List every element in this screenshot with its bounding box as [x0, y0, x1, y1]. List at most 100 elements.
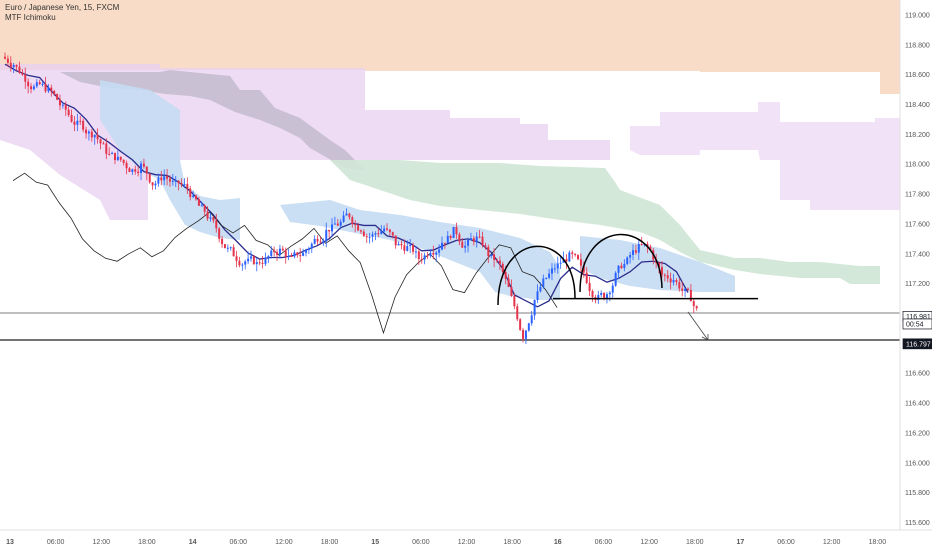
candle-body: [487, 246, 490, 257]
candle-body: [623, 263, 626, 269]
candle-body: [513, 296, 516, 307]
candle-body: [478, 236, 481, 238]
y-tick-label: 118.400: [905, 102, 930, 109]
candle-body: [108, 153, 111, 155]
candle-body: [200, 205, 203, 207]
symbol-title[interactable]: Euro / Japanese Yen, 15, FXCM: [5, 3, 120, 12]
candle-body: [96, 134, 99, 140]
pattern-arch-right[interactable]: [579, 233, 663, 293]
y-tick-label: 115.800: [905, 490, 930, 497]
candle-body: [21, 72, 24, 75]
candle-body: [632, 250, 635, 255]
candle-body: [675, 280, 678, 283]
candle-body: [414, 251, 417, 253]
candle-body: [359, 230, 362, 232]
candle-body: [232, 247, 235, 257]
candle-body: [565, 258, 568, 262]
candle-body: [18, 66, 21, 73]
candle-body: [348, 213, 351, 218]
cloud-orange: [0, 0, 900, 94]
x-tick-label: 18:00: [138, 539, 156, 546]
candle-body: [568, 252, 571, 262]
candle-body: [614, 272, 617, 286]
candle-body: [484, 245, 487, 247]
candle-body: [368, 236, 371, 238]
candle-body: [617, 265, 620, 273]
x-tick-label: 06:00: [412, 539, 430, 546]
candle-body: [221, 238, 224, 245]
candle-body: [669, 278, 672, 283]
candle-body: [41, 83, 44, 85]
candle-body: [423, 255, 426, 260]
candle-body: [536, 291, 539, 300]
candle-body: [67, 109, 70, 116]
x-tick-label: 12:00: [640, 539, 658, 546]
candle-body: [663, 274, 666, 276]
y-tick-label: 118.000: [905, 162, 930, 169]
x-tick-label: 12:00: [275, 539, 293, 546]
candle-body: [666, 275, 669, 279]
x-tick-label: 12:00: [823, 539, 841, 546]
cloud-blue-mid: [280, 200, 560, 300]
x-tick-label: 06:00: [47, 539, 65, 546]
candle-body: [550, 268, 553, 274]
x-tick-label: 17: [737, 539, 745, 546]
candle-body: [226, 247, 229, 249]
candle-body: [53, 90, 56, 95]
candle-body: [145, 166, 148, 174]
candle-body: [400, 243, 403, 246]
candle-body: [99, 139, 102, 144]
x-tick-label: 14: [189, 539, 197, 546]
pattern-arch-left[interactable]: [497, 245, 576, 306]
candle-body: [377, 233, 380, 235]
candle-body: [472, 238, 475, 242]
candle-body: [481, 236, 484, 246]
candle-body: [510, 286, 513, 297]
candle-body: [247, 258, 250, 262]
candle-body: [660, 267, 663, 275]
candle-body: [435, 252, 438, 255]
candle-body: [189, 188, 192, 197]
candle-body: [134, 169, 137, 172]
candle-body: [87, 131, 90, 134]
candle-body: [455, 226, 458, 235]
price-axis: 119.000 118.800 118.600 118.400 118.200 118.0…: [899, 0, 932, 530]
candle-body: [264, 257, 267, 264]
y-tick-label: 117.800: [905, 192, 930, 199]
price-badge: [902, 338, 932, 350]
candle-body: [316, 238, 319, 242]
x-tick-label: 12:00: [458, 539, 476, 546]
candle-body: [461, 241, 464, 248]
candle-body: [319, 241, 322, 243]
candle-body: [426, 255, 429, 257]
candle-body: [293, 252, 296, 257]
candle-body: [362, 231, 365, 237]
candle-body: [160, 177, 163, 181]
candle-body: [658, 262, 661, 268]
candle-body: [406, 246, 409, 251]
candle-body: [276, 252, 279, 255]
cloud-green: [330, 160, 880, 284]
target-arrow-shaft[interactable]: [687, 311, 709, 341]
candle-body: [183, 183, 186, 185]
candle-body: [70, 115, 73, 122]
indicator-name[interactable]: MTF Ichimoku: [5, 13, 56, 22]
candle-body: [498, 260, 501, 264]
candle-body: [556, 263, 559, 269]
candle-body: [229, 247, 232, 249]
candle-body: [6, 58, 9, 63]
candle-body: [281, 248, 284, 251]
candle-body: [238, 260, 241, 266]
kijun-line: [4, 63, 689, 308]
candle-body: [443, 242, 446, 244]
candle-body: [32, 86, 35, 90]
candle-body: [148, 173, 151, 183]
candle-body: [409, 244, 412, 247]
candle-body: [174, 180, 177, 182]
candle-body: [605, 294, 608, 299]
candle-body: [429, 252, 432, 256]
candle-body: [258, 262, 261, 264]
candle-body: [252, 256, 255, 265]
candle-body: [116, 156, 119, 161]
